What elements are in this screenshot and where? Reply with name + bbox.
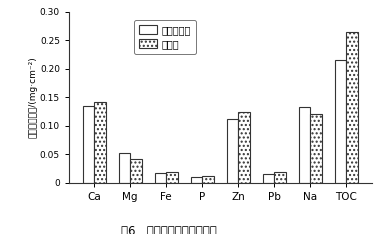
Y-axis label: 污染物沉积量/(mg·cm⁻²): 污染物沉积量/(mg·cm⁻²)	[28, 56, 37, 138]
Bar	[274, 172, 286, 183]
Bar	[299, 107, 310, 183]
Bar	[83, 106, 94, 183]
Bar	[119, 154, 130, 183]
Bar	[346, 32, 358, 183]
Bar	[263, 174, 274, 183]
Bar	[155, 173, 166, 183]
Legend: 双膜纳滤膜, 纳滤膜: 双膜纳滤膜, 纳滤膜	[134, 20, 196, 54]
Bar	[130, 159, 142, 183]
Text: 图6   纳滤膜表面污染物沉积: 图6 纳滤膜表面污染物沉积	[121, 225, 216, 234]
Bar	[202, 176, 214, 183]
Bar	[166, 172, 178, 183]
Bar	[227, 119, 238, 183]
Bar	[310, 114, 322, 183]
Bar	[94, 102, 106, 183]
Bar	[335, 60, 346, 183]
Bar	[238, 113, 250, 183]
Bar	[191, 177, 202, 183]
